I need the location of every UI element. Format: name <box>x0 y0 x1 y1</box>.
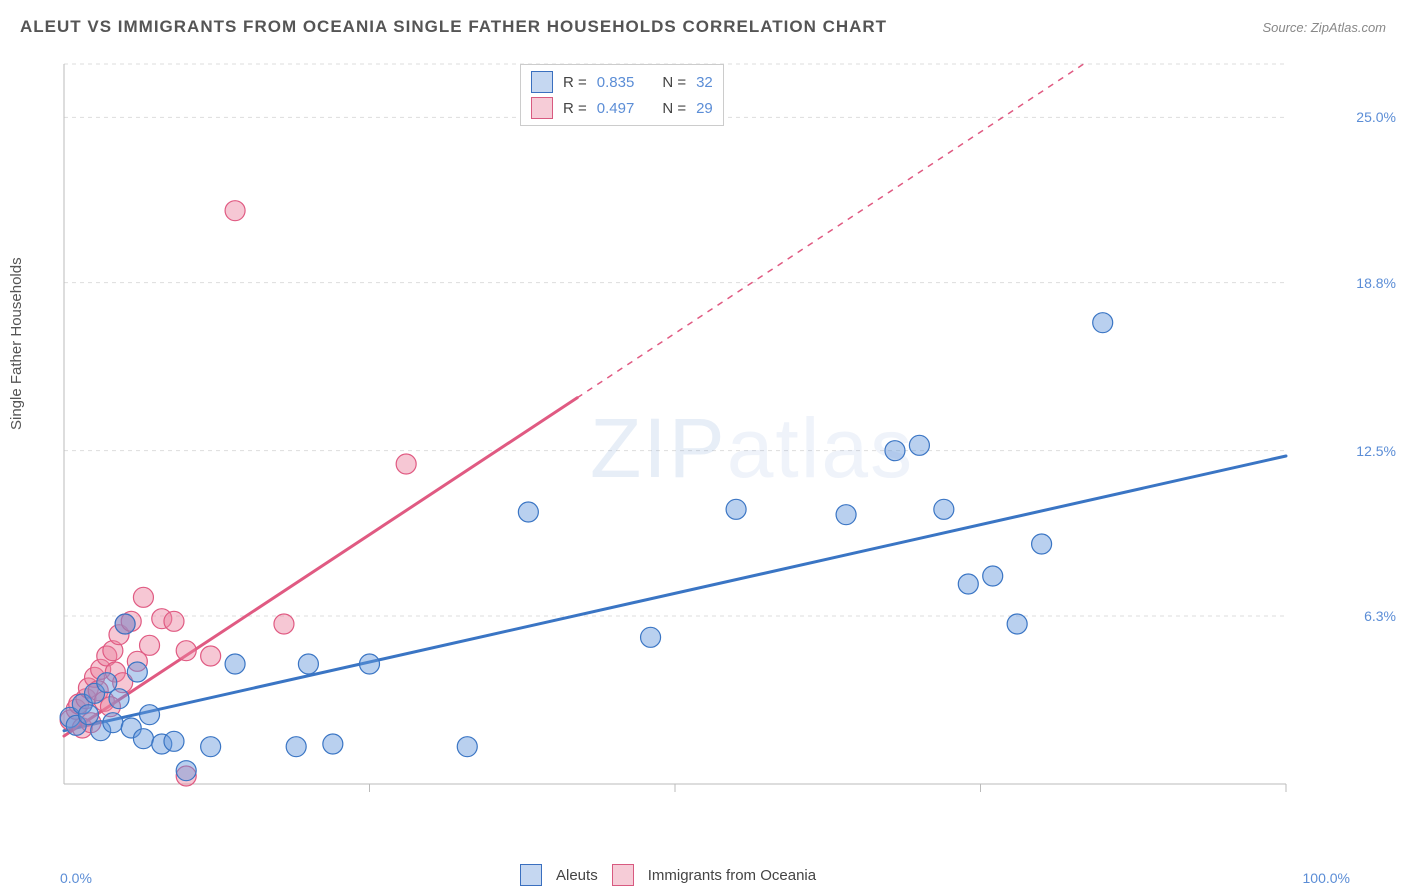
header: ALEUT VS IMMIGRANTS FROM OCEANIA SINGLE … <box>0 0 1406 44</box>
stats-row-pink: R = 0.497 N = 29 <box>531 95 713 121</box>
swatch-blue-icon <box>531 71 553 93</box>
bottom-legend: Aleuts Immigrants from Oceania <box>520 864 816 886</box>
y-tick-label: 6.3% <box>1364 608 1396 624</box>
r-label: R = <box>563 74 587 91</box>
legend-label-blue: Aleuts <box>556 867 598 884</box>
swatch-pink-icon <box>531 97 553 119</box>
stats-row-blue: R = 0.835 N = 32 <box>531 69 713 95</box>
r-label: R = <box>563 100 587 117</box>
y-tick-label: 25.0% <box>1356 109 1396 125</box>
n-value-blue: 32 <box>696 74 713 91</box>
x-tick-label: 100.0% <box>1303 870 1350 886</box>
stats-legend: R = 0.835 N = 32 R = 0.497 N = 29 <box>520 64 724 126</box>
legend-label-pink: Immigrants from Oceania <box>648 867 816 884</box>
y-tick-label: 18.8% <box>1356 275 1396 291</box>
x-tick-label: 0.0% <box>60 870 92 886</box>
swatch-blue-icon <box>520 864 542 886</box>
chart-title: ALEUT VS IMMIGRANTS FROM OCEANIA SINGLE … <box>20 17 887 37</box>
swatch-pink-icon <box>612 864 634 886</box>
r-value-blue: 0.835 <box>597 74 635 91</box>
y-tick-label: 12.5% <box>1356 443 1396 459</box>
r-value-pink: 0.497 <box>597 100 635 117</box>
plot-svg <box>56 54 1366 824</box>
n-label: N = <box>662 100 686 117</box>
n-label: N = <box>662 74 686 91</box>
chart-source: Source: ZipAtlas.com <box>1262 20 1386 35</box>
y-axis-label: Single Father Households <box>8 257 25 430</box>
plot-area <box>56 54 1366 824</box>
n-value-pink: 29 <box>696 100 713 117</box>
